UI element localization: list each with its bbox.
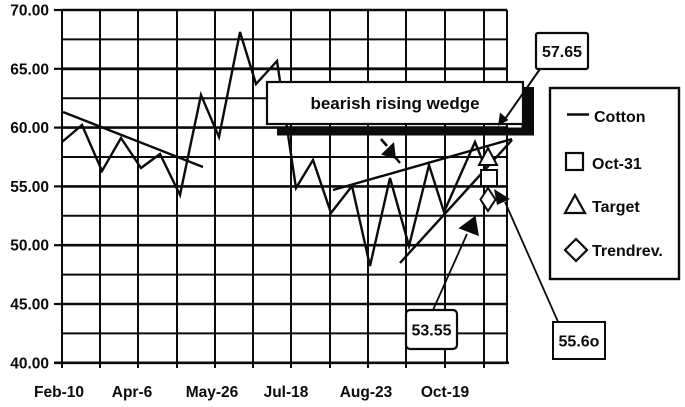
svg-text:bearish rising wedge: bearish rising wedge <box>310 94 479 113</box>
svg-text:55.6o: 55.6o <box>559 334 600 351</box>
svg-text:45.00: 45.00 <box>10 297 49 314</box>
svg-text:40.00: 40.00 <box>10 355 49 372</box>
svg-text:Oct-19: Oct-19 <box>421 384 470 401</box>
svg-text:65.00: 65.00 <box>10 61 49 78</box>
svg-text:Trendrev.: Trendrev. <box>592 243 663 260</box>
svg-text:60.00: 60.00 <box>10 120 49 137</box>
svg-text:Feb-10: Feb-10 <box>34 384 84 401</box>
svg-text:55.00: 55.00 <box>10 179 49 196</box>
svg-text:70.00: 70.00 <box>10 3 49 20</box>
svg-text:Oct-31: Oct-31 <box>592 156 642 173</box>
svg-text:Aug-23: Aug-23 <box>340 384 393 401</box>
svg-text:Cotton: Cotton <box>594 109 646 126</box>
svg-text:53.55: 53.55 <box>411 323 451 340</box>
svg-text:May-26: May-26 <box>186 384 239 401</box>
svg-text:57.65: 57.65 <box>542 44 582 61</box>
svg-text:Apr-6: Apr-6 <box>112 384 153 401</box>
svg-text:50.00: 50.00 <box>10 238 49 255</box>
svg-text:Jul-18: Jul-18 <box>264 384 309 401</box>
svg-text:Target: Target <box>592 199 640 216</box>
